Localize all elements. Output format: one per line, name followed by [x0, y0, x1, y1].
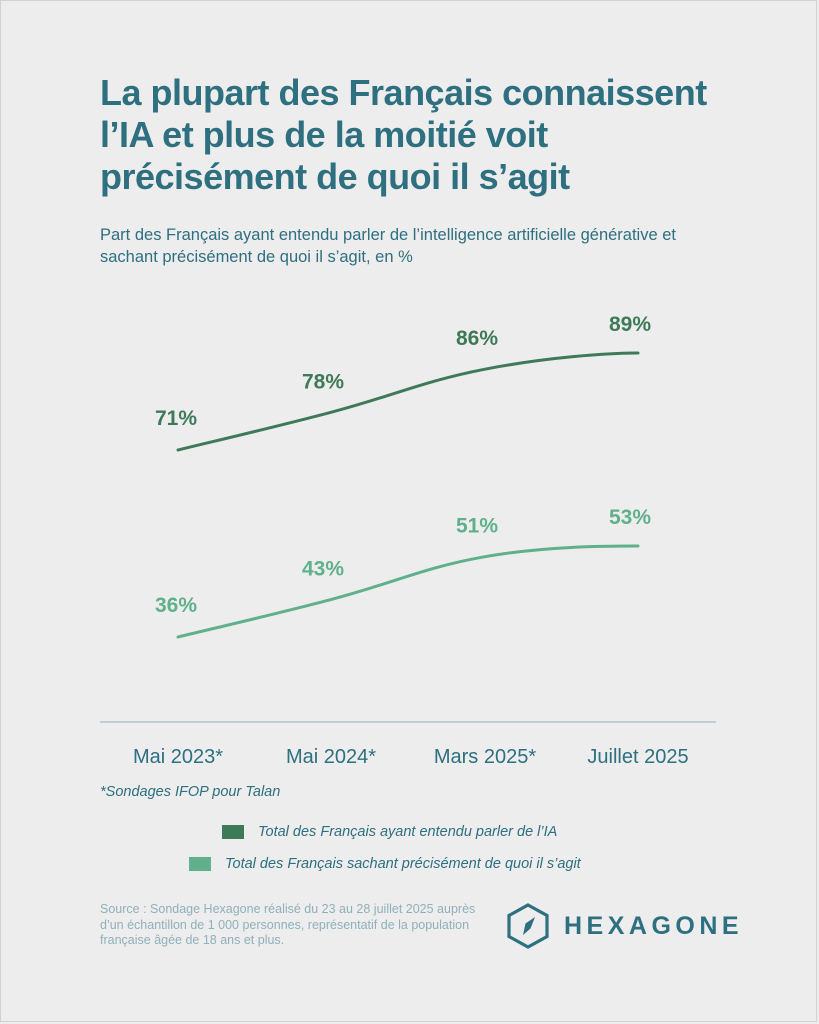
data-label-series-1-1: 71%	[155, 407, 197, 430]
series-line-1	[176, 351, 640, 452]
data-label-series-2-4: 53%	[609, 506, 651, 529]
x-tick-label-2: Mai 2024*	[286, 746, 376, 768]
legend: Total des Français ayant entendu parler …	[0, 818, 819, 878]
hexagon-compass-logo-icon	[507, 903, 549, 949]
line-chart: 71% 78% 86% 89% 36% 43% 51% 53% Mai 2023* Mai 202…	[100, 313, 716, 768]
legend-item-series-2: Total des Français sachant précisément d…	[189, 856, 581, 872]
legend-label-series-1: Total des Français ayant entendu parler …	[258, 824, 558, 840]
source-note: Source : Sondage Hexagone réalisé du 23 …	[100, 902, 476, 947]
data-label-series-1-4: 89%	[609, 313, 651, 336]
x-tick-label-1: Mai 2023*	[133, 746, 223, 768]
chart-title: La plupart des Français connaissent l’IA…	[100, 72, 707, 197]
footnote: *Sondages IFOP pour Talan	[100, 784, 281, 800]
series-line-2	[176, 544, 640, 639]
brand-name: HEXAGONE	[564, 911, 744, 940]
brand-logo: HEXAGONE	[506, 903, 743, 949]
data-label-series-1-2: 78%	[302, 370, 344, 393]
data-label-series-2-2: 43%	[302, 558, 344, 581]
legend-swatch-series-1	[222, 825, 244, 839]
chart-subtitle: Part des Français ayant entendu parler d…	[100, 226, 676, 266]
data-label-series-1-3: 86%	[456, 327, 498, 350]
x-tick-label-4: Juillet 2025	[587, 746, 688, 768]
legend-swatch-series-2	[189, 857, 211, 871]
legend-item-series-1: Total des Français ayant entendu parler …	[222, 824, 557, 840]
data-label-series-2-1: 36%	[155, 594, 197, 617]
data-label-series-2-3: 51%	[456, 515, 498, 538]
x-tick-label-3: Mars 2025*	[434, 746, 536, 768]
legend-label-series-2: Total des Français sachant précisément d…	[225, 856, 581, 872]
